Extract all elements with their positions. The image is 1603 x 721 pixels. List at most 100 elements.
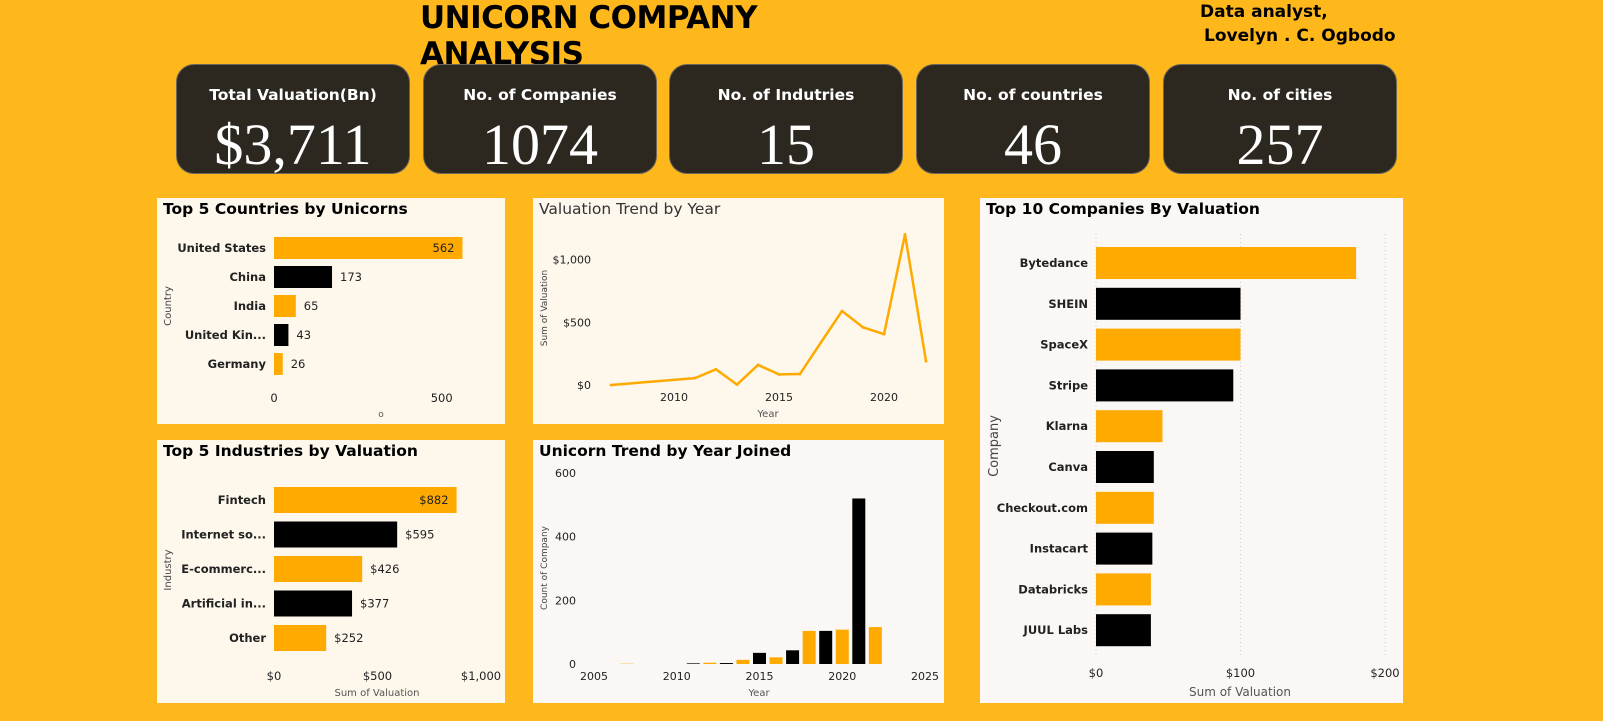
data-point [882,332,886,336]
data-point [756,363,760,367]
bar [274,353,283,375]
data-point [798,372,802,376]
chart-title: Unicorn Trend by Year Joined [539,442,792,460]
category-label: Databricks [1018,582,1088,596]
data-point [609,383,613,387]
dashboard-title: UNICORN COMPANY ANALYSIS [420,0,758,72]
data-label: $426 [370,562,399,576]
category-label: United Kin... [185,328,266,342]
kpi-value: $3,711 [214,112,372,177]
industries-bar-chart: Fintech $882 Internet so... $595 E-commerc..… [163,487,501,699]
x-tick-label: $0 [267,669,282,683]
year-joined-panel[interactable]: Unicorn Trend by Year Joined 0 200 400 600 2… [533,440,944,703]
y-axis-label: Industry [163,549,174,590]
kpi-card-companies[interactable]: No. of Companies 1074 [423,64,657,177]
data-point [819,340,823,344]
bar [274,521,398,548]
data-label: 43 [296,328,311,342]
category-label: Instacart [1030,542,1089,556]
column [769,657,783,664]
x-tick-label: 2025 [911,670,939,683]
bar [274,266,333,288]
y-tick-label: $1,000 [553,254,592,267]
x-tick-label: $1,000 [461,669,501,683]
kpi-value: 257 [1236,112,1324,177]
x-tick-label: 2020 [870,391,898,404]
category-label: Stripe [1049,378,1089,392]
kpi-label: Total Valuation(Bn) [209,86,377,104]
data-point [861,325,865,329]
bar [1096,491,1154,524]
countries-bar-chart: United States 562 China 173 India 65 United Ki… [163,237,463,420]
kpi-card-countries[interactable]: No. of countries 46 [916,64,1150,177]
line-segment [756,363,781,376]
line-segment [882,233,907,336]
data-point [924,359,928,363]
x-tick-label: 2015 [765,391,793,404]
category-label: Bytedance [1020,256,1089,270]
column [802,630,816,664]
data-label: 173 [340,270,362,284]
kpi-card-cities[interactable]: No. of cities 257 [1163,64,1397,177]
year-joined-column-chart: 0 200 400 600 2005 2010 2015 2020 2025 Year Count … [540,467,939,699]
data-label: 65 [304,299,319,313]
x-tick-label: 2015 [746,670,774,683]
y-axis-label: Country [163,286,174,326]
x-tick-label: 2010 [660,391,688,404]
chart-title: Valuation Trend by Year [539,200,721,218]
companies-chart-panel[interactable]: Top 10 Companies By Valuation Bytedance S… [980,198,1403,703]
kpi-label: No. of countries [963,86,1103,104]
kpi-value: 15 [757,112,815,177]
column [835,629,849,664]
kpi-label: No. of Companies [463,86,617,104]
data-point [693,376,697,380]
line-segment [840,309,865,329]
bar [274,487,457,513]
data-point [714,367,718,371]
category-label: Germany [208,357,267,371]
column [786,650,800,664]
line-segment [693,368,718,380]
x-tick-label: $500 [363,669,392,683]
category-label: Other [229,631,266,645]
data-label: 562 [433,241,455,255]
bar [1096,573,1151,606]
bar [1096,614,1151,647]
kpi-value: 1074 [482,112,598,177]
bar [1096,451,1154,483]
kpi-card-industries[interactable]: No. of Indutries 15 [669,64,903,177]
x-axis-label: o [378,410,384,420]
line-segment [861,326,886,336]
column [868,627,882,664]
column [852,498,866,664]
x-axis-label: Year [756,409,779,420]
bar [1096,410,1163,443]
x-tick-label: 500 [431,391,453,405]
y-axis-label: Sum of Valuation [540,270,550,347]
data-label: $377 [360,597,389,611]
column [686,663,700,664]
y-tick-label: 400 [555,531,576,544]
industries-chart-panel[interactable]: Top 5 Industries by Valuation Fintech $88… [157,440,505,703]
line-segment [819,309,844,344]
kpi-card-total-valuation[interactable]: Total Valuation(Bn) $3,711 [176,64,410,177]
valuation-line-chart: $0 $500 $1,000 2010 2015 2020 Year Sum of Valua… [540,233,928,420]
category-label: Canva [1048,460,1088,474]
kpi-label: No. of Indutries [717,86,855,104]
x-tick-label: 2020 [828,670,856,683]
bar [1096,328,1241,361]
x-axis-label: Year [747,688,770,699]
column [819,630,833,664]
y-tick-label: $0 [577,379,591,392]
category-label: United States [177,241,266,255]
x-tick-label: $200 [1370,666,1399,680]
valuation-trend-panel[interactable]: Valuation Trend by Year $0 $500 $1,000 2010… [533,198,944,424]
author-credit: Data analyst, Lovelyn . C. Ogbodo [1200,0,1396,48]
x-tick-label: $0 [1089,666,1104,680]
bar [274,556,363,582]
category-label: E-commerc... [181,562,266,576]
kpi-value: 46 [1004,112,1062,177]
countries-chart-panel[interactable]: Top 5 Countries by Unicorns United State… [157,198,505,424]
y-tick-label: 0 [569,658,576,671]
data-point [903,233,907,236]
